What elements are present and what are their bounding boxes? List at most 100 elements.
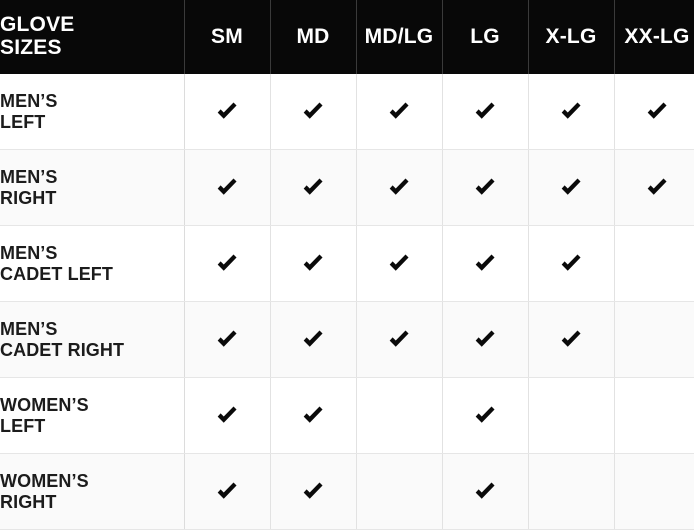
empty-cell-marker (386, 476, 412, 502)
table-row: MEN’S CADET LEFT (0, 225, 694, 302)
check-icon (386, 327, 412, 353)
row-label-mens-right: MEN’S RIGHT (0, 149, 185, 226)
cell-mens-cadet-right-xx-lg (613, 301, 694, 378)
cell-mens-right-md (269, 149, 356, 226)
row-label-line-1: MEN’S (0, 319, 58, 340)
empty-cell-marker (558, 400, 584, 426)
check-icon (300, 327, 326, 353)
cell-mens-right-x-lg (527, 149, 614, 226)
cell-mens-left-md-lg (355, 74, 442, 150)
check-icon (300, 251, 326, 277)
cell-womens-left-md (269, 377, 356, 454)
cell-mens-right-md-lg (355, 149, 442, 226)
header-row: GLOVE SIZES SM MD MD/LG LG X-LG XX-LG (0, 0, 694, 74)
empty-cell-marker (644, 324, 670, 350)
row-label-mens-left: MEN’S LEFT (0, 74, 185, 150)
row-label-line-1: MEN’S (0, 167, 58, 188)
table-body: MEN’S LEFT MEN’S RIGHT MEN’S CADET LEFT MEN’S C… (0, 74, 694, 530)
cell-womens-left-x-lg (527, 377, 614, 454)
table-title: GLOVE SIZES (0, 0, 184, 74)
check-icon (472, 175, 498, 201)
row-label-mens-cadet-right: MEN’S CADET RIGHT (0, 301, 185, 378)
check-icon (386, 175, 412, 201)
empty-cell-marker (644, 400, 670, 426)
cell-mens-left-sm (184, 74, 270, 150)
cell-mens-left-x-lg (527, 74, 614, 150)
cell-womens-right-md-lg (355, 453, 442, 530)
cell-mens-cadet-right-md (269, 301, 356, 378)
table-header: GLOVE SIZES SM MD MD/LG LG X-LG XX-LG (0, 0, 694, 74)
check-icon (214, 479, 240, 505)
table-row: WOMEN’S RIGHT (0, 453, 694, 530)
check-icon (300, 175, 326, 201)
row-label-line-1: MEN’S (0, 243, 58, 264)
cell-womens-right-x-lg (527, 453, 614, 530)
check-icon (214, 251, 240, 277)
cell-mens-cadet-left-md (269, 225, 356, 302)
row-label-line-1: WOMEN’S (0, 395, 89, 416)
empty-cell-marker (386, 400, 412, 426)
cell-womens-right-lg (441, 453, 528, 530)
row-label-line-2: CADET LEFT (0, 263, 113, 284)
column-header-x-lg: X-LG (527, 0, 614, 74)
check-icon (300, 479, 326, 505)
table-title-line-2: SIZES (0, 36, 62, 59)
check-icon (386, 99, 412, 125)
cell-mens-cadet-left-lg (441, 225, 528, 302)
row-label-line-2: LEFT (0, 415, 46, 436)
row-label-line-2: CADET RIGHT (0, 339, 125, 360)
check-icon (300, 99, 326, 125)
table-title-line-1: GLOVE (0, 13, 75, 37)
cell-womens-left-md-lg (355, 377, 442, 454)
cell-womens-left-lg (441, 377, 528, 454)
row-label-line-1: MEN’S (0, 91, 58, 112)
check-icon (558, 251, 584, 277)
cell-mens-cadet-left-sm (184, 225, 270, 302)
row-label-line-2: RIGHT (0, 491, 57, 512)
column-header-lg: LG (441, 0, 528, 74)
table-row: MEN’S LEFT (0, 74, 694, 150)
row-label-line-2: LEFT (0, 111, 46, 132)
cell-mens-cadet-right-sm (184, 301, 270, 378)
cell-mens-cadet-left-xx-lg (613, 225, 694, 302)
check-icon (386, 251, 412, 277)
check-icon (472, 403, 498, 429)
check-icon (558, 175, 584, 201)
column-header-md: MD (269, 0, 356, 74)
cell-mens-cadet-left-x-lg (527, 225, 614, 302)
row-label-line-1: WOMEN’S (0, 471, 89, 492)
cell-womens-left-sm (184, 377, 270, 454)
cell-womens-right-md (269, 453, 356, 530)
check-icon (214, 403, 240, 429)
empty-cell-marker (558, 476, 584, 502)
cell-mens-cadet-right-x-lg (527, 301, 614, 378)
row-label-womens-right: WOMEN’S RIGHT (0, 453, 185, 530)
check-icon (472, 327, 498, 353)
cell-womens-left-xx-lg (613, 377, 694, 454)
cell-mens-left-xx-lg (613, 74, 694, 150)
cell-womens-right-xx-lg (613, 453, 694, 530)
cell-mens-left-lg (441, 74, 528, 150)
check-icon (472, 251, 498, 277)
cell-mens-left-md (269, 74, 356, 150)
check-icon (644, 99, 670, 125)
row-label-line-2: RIGHT (0, 187, 57, 208)
table-row: MEN’S CADET RIGHT (0, 301, 694, 378)
check-icon (558, 99, 584, 125)
cell-mens-cadet-left-md-lg (355, 225, 442, 302)
check-icon (214, 175, 240, 201)
cell-mens-cadet-right-md-lg (355, 301, 442, 378)
row-label-mens-cadet-left: MEN’S CADET LEFT (0, 225, 185, 302)
check-icon (644, 175, 670, 201)
column-header-xx-lg: XX-LG (613, 0, 694, 74)
check-icon (472, 99, 498, 125)
cell-mens-right-sm (184, 149, 270, 226)
check-icon (300, 403, 326, 429)
check-icon (558, 327, 584, 353)
column-header-sm: SM (183, 0, 270, 74)
check-icon (214, 99, 240, 125)
check-icon (472, 479, 498, 505)
empty-cell-marker (644, 476, 670, 502)
row-label-womens-left: WOMEN’S LEFT (0, 377, 185, 454)
